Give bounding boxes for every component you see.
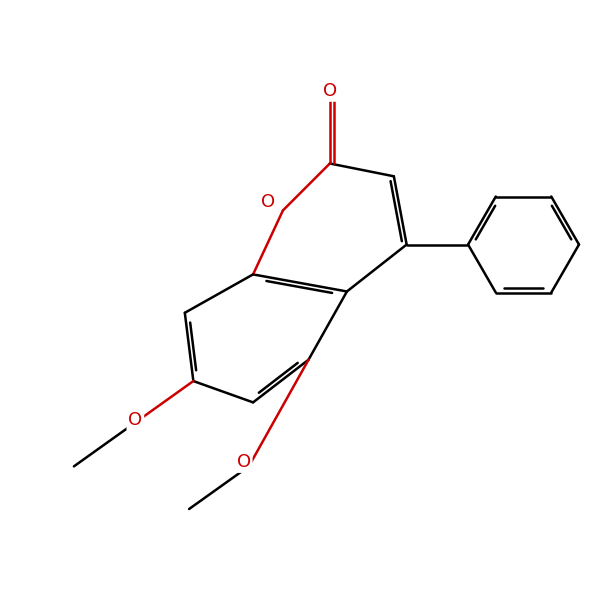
Text: O: O xyxy=(128,411,142,429)
Text: O: O xyxy=(236,453,251,471)
Text: O: O xyxy=(260,193,275,211)
Text: O: O xyxy=(323,82,337,100)
